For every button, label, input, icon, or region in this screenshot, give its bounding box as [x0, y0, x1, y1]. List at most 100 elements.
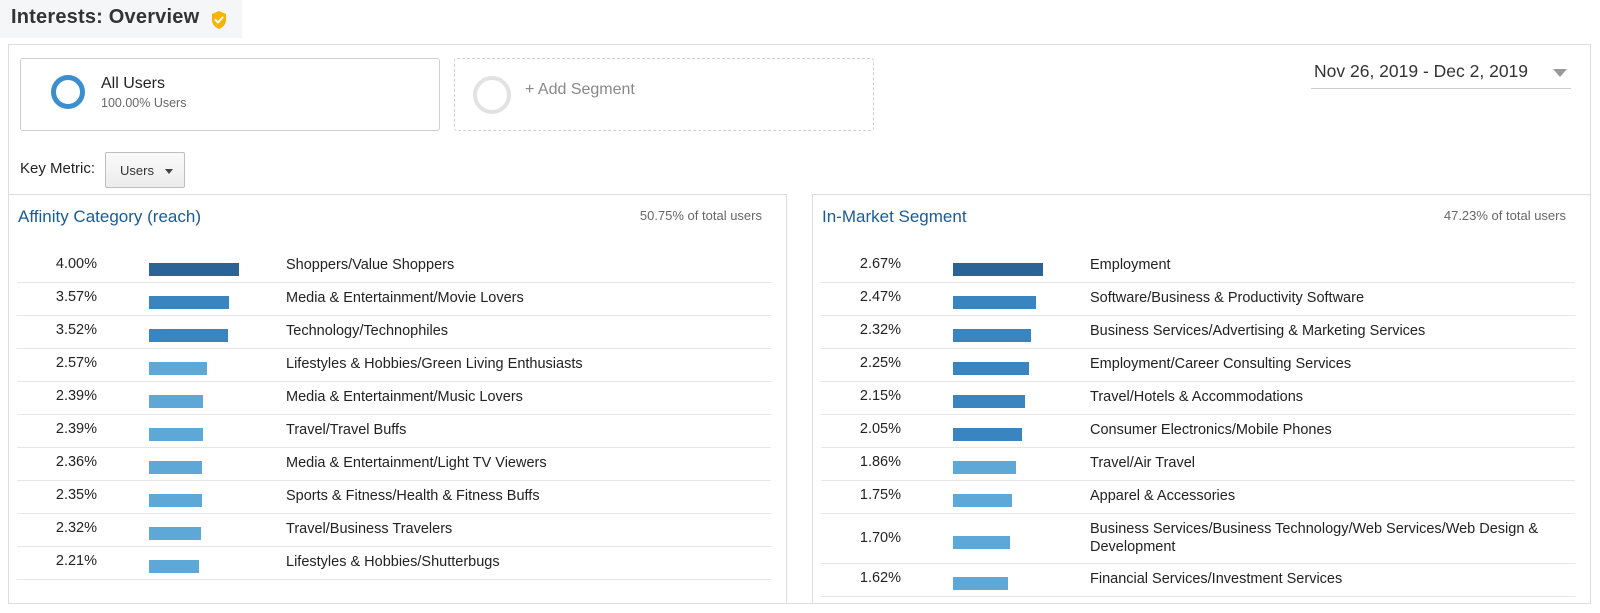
row-category[interactable]: Business Services/Advertising & Marketin…	[1090, 323, 1426, 339]
row-category[interactable]: Employment/Career Consulting Services	[1090, 356, 1352, 372]
affinity-title-link[interactable]: Affinity Category (reach)	[18, 207, 201, 226]
row-percentage: 2.25%	[859, 355, 901, 371]
row-percentage: 4.00%	[55, 256, 97, 272]
verified-shield-icon[interactable]	[210, 10, 228, 30]
row-bar	[149, 395, 203, 408]
table-row[interactable]: 2.39% Travel/Travel Buffs	[17, 415, 771, 448]
row-category[interactable]: Sports & Fitness/Health & Fitness Buffs	[286, 488, 540, 504]
key-metric-label: Key Metric:	[20, 160, 96, 177]
row-percentage: 3.57%	[55, 289, 97, 305]
key-metric-select[interactable]: Users	[105, 152, 185, 188]
row-bar	[953, 461, 1016, 474]
row-category[interactable]: Technology/Technophiles	[286, 323, 449, 339]
row-category[interactable]: Apparel & Accessories	[1090, 488, 1236, 504]
row-bar	[953, 362, 1029, 375]
row-percentage: 1.62%	[859, 570, 901, 586]
segment-name: All Users	[101, 75, 166, 92]
row-bar	[149, 428, 203, 441]
row-category[interactable]: Travel/Business Travelers	[286, 521, 453, 537]
row-category[interactable]: Business Services/Business Technology/We…	[1090, 521, 1539, 555]
table-row[interactable]: 1.62% Financial Services/Investment Servi…	[821, 564, 1575, 597]
row-percentage: 2.05%	[859, 421, 901, 437]
table-row[interactable]: 2.36% Media & Entertainment/Light TV View…	[17, 448, 771, 481]
table-row[interactable]: 2.21% Lifestyles & Hobbies/Shutterbugs	[17, 547, 771, 580]
add-segment-button[interactable]: + Add Segment	[454, 58, 874, 131]
row-percentage: 2.39%	[55, 421, 97, 437]
row-bar	[149, 329, 228, 342]
row-bar	[953, 395, 1025, 408]
row-bar	[149, 494, 202, 507]
table-row[interactable]: 2.32% Business Services/Advertising & Mar…	[821, 316, 1575, 349]
row-percentage: 1.70%	[859, 530, 901, 546]
row-bar	[149, 527, 201, 540]
table-row[interactable]: 2.39% Media & Entertainment/Music Lovers	[17, 382, 771, 415]
chevron-down-icon	[1553, 69, 1567, 77]
table-row[interactable]: 3.57% Media & Entertainment/Movie Lovers	[17, 283, 771, 316]
row-bar	[149, 263, 239, 276]
row-percentage: 2.32%	[55, 520, 97, 536]
row-percentage: 3.52%	[55, 322, 97, 338]
row-percentage: 2.47%	[859, 289, 901, 305]
row-category[interactable]: Lifestyles & Hobbies/Shutterbugs	[286, 554, 500, 570]
row-percentage: 2.67%	[859, 256, 901, 272]
row-percentage: 1.75%	[859, 487, 901, 503]
table-row[interactable]: 2.15% Travel/Hotels & Accommodations	[821, 382, 1575, 415]
table-row[interactable]: 1.86% Travel/Air Travel	[821, 448, 1575, 481]
row-category[interactable]: Media & Entertainment/Movie Lovers	[286, 290, 524, 306]
add-segment-label: + Add Segment	[525, 81, 635, 98]
row-percentage: 2.35%	[55, 487, 97, 503]
row-category[interactable]: Travel/Hotels & Accommodations	[1090, 389, 1304, 405]
row-bar	[953, 296, 1036, 309]
table-row[interactable]: 2.05% Consumer Electronics/Mobile Phones	[821, 415, 1575, 448]
in-market-panel: In-Market Segment 47.23% of total users …	[812, 194, 1591, 604]
key-metric-value: Users	[120, 163, 154, 178]
row-bar	[953, 536, 1010, 549]
row-category[interactable]: Software/Business & Productivity Softwar…	[1090, 290, 1365, 306]
row-percentage: 2.36%	[55, 454, 97, 470]
in-market-rows: 2.67% Employment 2.47% Software/Business & …	[821, 250, 1575, 597]
row-bar	[953, 428, 1022, 441]
row-percentage: 1.86%	[859, 454, 901, 470]
table-row[interactable]: 1.70% Business Services/Business Technolo…	[821, 514, 1575, 564]
date-range-text: Nov 26, 2019 - Dec 2, 2019	[1314, 61, 1529, 81]
row-category[interactable]: Media & Entertainment/Light TV Viewers	[286, 455, 547, 471]
row-percentage: 2.39%	[55, 388, 97, 404]
affinity-total: 50.75% of total users	[639, 208, 762, 223]
row-category[interactable]: Consumer Electronics/Mobile Phones	[1090, 422, 1332, 438]
table-row[interactable]: 2.32% Travel/Business Travelers	[17, 514, 771, 547]
in-market-total: 47.23% of total users	[1443, 208, 1566, 223]
empty-segment-ring-icon	[473, 76, 511, 114]
page-title: Interests: Overview	[11, 6, 200, 28]
row-bar	[953, 577, 1008, 590]
in-market-title-link[interactable]: In-Market Segment	[822, 207, 967, 226]
row-category[interactable]: Employment	[1090, 257, 1171, 273]
table-row[interactable]: 2.57% Lifestyles & Hobbies/Green Living E…	[17, 349, 771, 382]
row-bar	[149, 296, 229, 309]
row-percentage: 2.57%	[55, 355, 97, 371]
table-row[interactable]: 2.67% Employment	[821, 250, 1575, 283]
table-row[interactable]: 4.00% Shoppers/Value Shoppers	[17, 250, 771, 283]
affinity-panel: Affinity Category (reach) 50.75% of tota…	[8, 194, 787, 604]
table-row[interactable]: 2.47% Software/Business & Productivity So…	[821, 283, 1575, 316]
table-row[interactable]: 1.75% Apparel & Accessories	[821, 481, 1575, 514]
row-category[interactable]: Lifestyles & Hobbies/Green Living Enthus…	[286, 356, 583, 372]
row-category[interactable]: Travel/Travel Buffs	[286, 422, 407, 438]
segment-all-users[interactable]: All Users 100.00% Users	[20, 58, 440, 131]
row-percentage: 2.15%	[859, 388, 901, 404]
table-row[interactable]: 3.52% Technology/Technophiles	[17, 316, 771, 349]
table-row[interactable]: 2.25% Employment/Career Consulting Servic…	[821, 349, 1575, 382]
row-bar	[149, 461, 202, 474]
date-range-picker[interactable]: Nov 26, 2019 - Dec 2, 2019	[1311, 58, 1571, 89]
row-bar	[953, 494, 1012, 507]
row-percentage: 2.32%	[859, 322, 901, 338]
segment-share: 100.00% Users	[101, 96, 187, 110]
row-bar	[149, 362, 207, 375]
row-category[interactable]: Shoppers/Value Shoppers	[286, 257, 455, 273]
row-category[interactable]: Travel/Air Travel	[1090, 455, 1196, 471]
row-category[interactable]: Financial Services/Investment Services	[1090, 571, 1343, 587]
row-category[interactable]: Media & Entertainment/Music Lovers	[286, 389, 523, 405]
row-percentage: 2.21%	[55, 553, 97, 569]
row-bar	[953, 263, 1043, 276]
table-row[interactable]: 2.35% Sports & Fitness/Health & Fitness B…	[17, 481, 771, 514]
title-bar: Interests: Overview	[0, 0, 242, 38]
